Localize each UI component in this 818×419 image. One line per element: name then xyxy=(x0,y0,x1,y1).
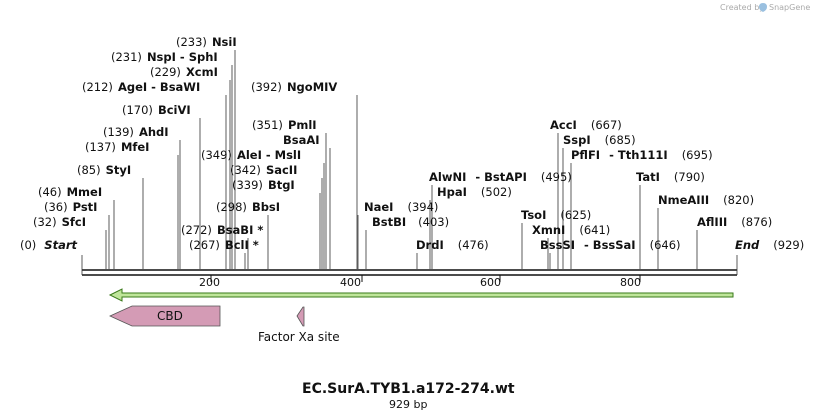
credit-brand: SnapGene xyxy=(769,3,810,12)
site-styi[interactable]: (85) StyI xyxy=(77,163,131,177)
snapgene-logo-icon xyxy=(759,3,767,12)
axis-tick-200: 200 xyxy=(199,275,220,289)
site-ngomiv[interactable]: (392) NgoMIV xyxy=(251,80,337,94)
axis-tick-label: 800 xyxy=(620,276,641,289)
axis-tick-600: 600 xyxy=(480,275,501,289)
site-hpai[interactable]: HpaI (502) xyxy=(437,185,512,199)
site-ahdi[interactable]: (139) AhdI xyxy=(103,125,169,139)
site-psti[interactable]: (36) PstI xyxy=(44,200,97,214)
site-bsaai[interactable]: BsaAI xyxy=(283,133,320,147)
site-xmni[interactable]: XmnI (641) xyxy=(532,223,610,237)
site-tsoi[interactable]: TsoI (625) xyxy=(521,208,591,222)
site-sfci[interactable]: (32) SfcI xyxy=(33,215,86,229)
site-nmeaiii[interactable]: NmeAIII (820) xyxy=(658,193,754,207)
site-nspi-sphi[interactable]: (231) NspI - SphI xyxy=(111,50,218,64)
site-btgi[interactable]: (339) BtgI xyxy=(232,178,295,192)
site-alwni-bstapi[interactable]: AlwNI - BstAPI (495) xyxy=(429,170,572,184)
site-agei-bsawi[interactable]: (212) AgeI - BsaWI xyxy=(82,80,200,94)
site-nsii[interactable]: (233) NsiI xyxy=(176,35,237,49)
axis-tick-800: 800 xyxy=(620,275,641,289)
site-bstbi[interactable]: BstBI (403) xyxy=(372,215,449,229)
site-mmei[interactable]: (46) MmeI xyxy=(38,185,102,199)
axis-tick-label: 400 xyxy=(340,276,361,289)
site-bbsi[interactable]: (298) BbsI xyxy=(216,200,280,214)
plasmid-name: EC.SurA.TYB1.a172-274.wt xyxy=(302,381,515,397)
site-alei-msli[interactable]: (349) AleI - MslI xyxy=(201,148,301,162)
feature-factor-xa-label: Factor Xa site xyxy=(258,330,340,344)
site-tati[interactable]: TatI (790) xyxy=(636,170,705,184)
end-label: End (929) xyxy=(735,238,804,252)
site-naei[interactable]: NaeI (394) xyxy=(364,200,438,214)
axis-tick-400: 400 xyxy=(340,275,363,289)
site-sspi[interactable]: SspI (685) xyxy=(563,133,636,147)
plasmid-size: 929 bp xyxy=(389,398,427,411)
restriction-site-labels: (0) Start End (929) (32) SfcI (36) PstI (46)… xyxy=(20,35,804,252)
site-bcli[interactable]: (267) BclI * xyxy=(189,238,259,252)
axis: 200 400 600 800 xyxy=(199,275,641,289)
site-bcivi[interactable]: (170) BciVI xyxy=(122,103,191,117)
site-drdi[interactable]: DrdI (476) xyxy=(416,238,489,252)
feature-factor-xa-site[interactable]: Factor Xa site xyxy=(258,306,340,344)
axis-tick-label: 600 xyxy=(480,276,501,289)
site-xcmi[interactable]: (229) XcmI xyxy=(150,65,218,79)
site-afliii[interactable]: AflIII (876) xyxy=(697,215,772,229)
axis-tick-label: 200 xyxy=(199,276,220,289)
start-label: (0) Start xyxy=(20,238,78,252)
orf-arrow[interactable] xyxy=(108,288,734,302)
site-sacii[interactable]: (342) SacII xyxy=(230,163,297,177)
site-bsabi[interactable]: (272) BsaBI * xyxy=(181,223,263,237)
site-leader-lines xyxy=(105,50,698,269)
site-pmli[interactable]: (351) PmlI xyxy=(252,118,317,132)
feature-cbd[interactable]: CBD xyxy=(109,305,221,327)
site-bsssi-bsssai[interactable]: BssSI - BssSaI (646) xyxy=(540,238,681,252)
site-pflfi-tth111i[interactable]: PflFI - Tth111I (695) xyxy=(571,148,713,162)
credit-prefix: Created by xyxy=(720,3,764,12)
site-acci[interactable]: AccI (667) xyxy=(550,118,622,132)
feature-cbd-label: CBD xyxy=(157,309,183,323)
site-mfei[interactable]: (137) MfeI xyxy=(85,140,149,154)
